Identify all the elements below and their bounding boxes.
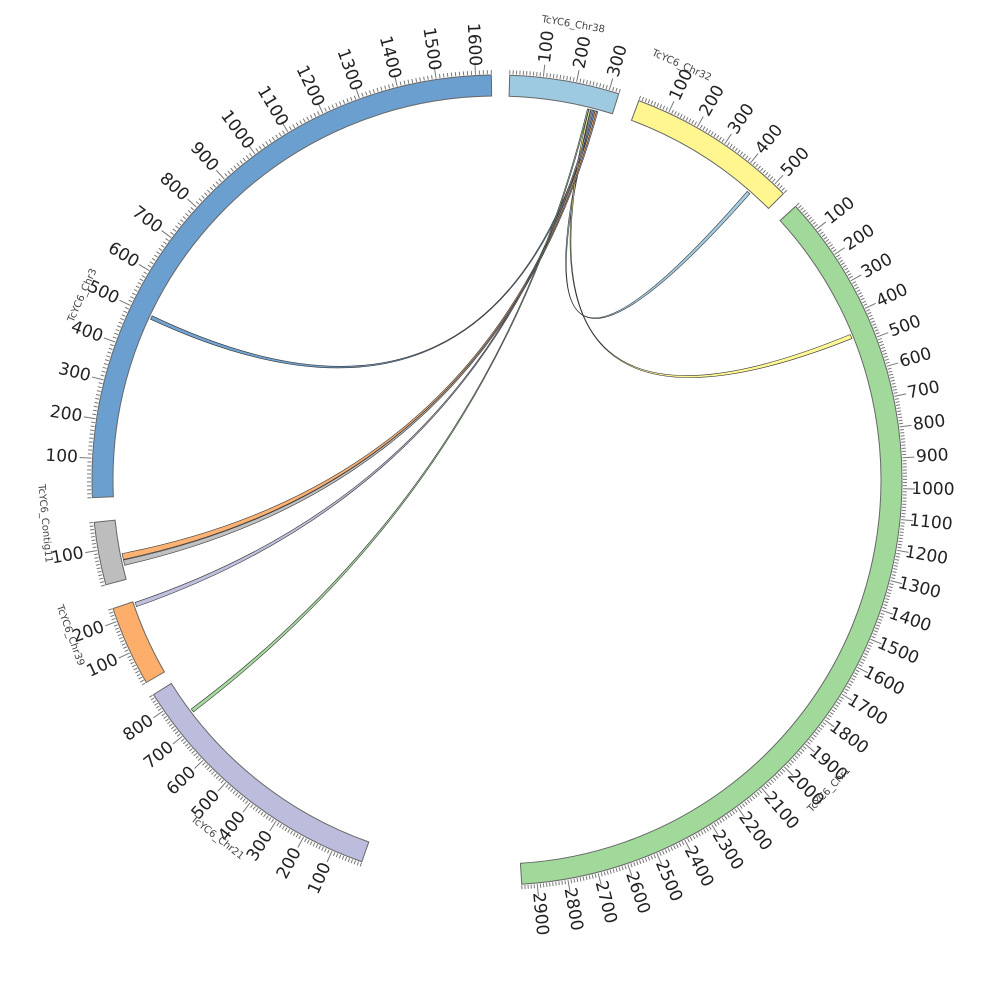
tick-label: 200	[695, 82, 728, 120]
tick-label: 200	[570, 35, 596, 71]
tick-label: 1700	[844, 690, 891, 730]
tick-label: 800	[119, 711, 157, 746]
segment-chr38	[508, 74, 620, 115]
tick-label: 2700	[591, 879, 621, 926]
chromosome-name-contig11: TcYC6_Contig11	[35, 483, 54, 564]
ticks-chr32	[638, 95, 788, 194]
ticks-contig11	[85, 521, 105, 587]
segment-contig11	[93, 519, 127, 586]
segment-chr3	[91, 74, 493, 499]
link-chr38-chr3	[150, 110, 596, 369]
tick-label: 1100	[253, 83, 292, 130]
tick-label: 800	[155, 169, 192, 206]
tick-label: 1300	[896, 573, 943, 603]
tick-label: 1300	[332, 46, 365, 93]
tick-label: 1000	[911, 479, 955, 500]
segment-chr1	[519, 205, 903, 885]
tick-label: 700	[140, 737, 178, 773]
tick-label: 100	[84, 650, 122, 682]
tick-label: 300	[724, 100, 759, 138]
ticks-chr21	[149, 694, 362, 867]
tick-label: 100	[45, 446, 78, 468]
tick-label: 900	[916, 445, 950, 467]
tick-label: 1400	[375, 34, 405, 81]
tick-label: 2900	[528, 891, 552, 936]
tick-label: 100	[821, 193, 859, 229]
tick-label: 200	[840, 220, 878, 255]
tick-label: 200	[273, 844, 306, 882]
tick-label: 300	[604, 43, 632, 80]
tick-label: 1600	[463, 22, 485, 66]
tick-label: 600	[104, 238, 142, 272]
ticks-chr3	[79, 62, 492, 499]
segment-chr32	[630, 100, 785, 210]
tick-label: 100	[304, 859, 335, 897]
tick-label: 1500	[418, 26, 444, 72]
labels-layer: 100 200 300TcYC6_Chr38100200300400500TcYC6…	[35, 14, 955, 936]
segment-chr21	[152, 682, 370, 863]
ticks-chr1	[521, 202, 915, 896]
tick-label: 1500	[874, 633, 922, 668]
tick-label: 700	[906, 377, 942, 403]
tick-label: 1200	[903, 542, 949, 569]
tick-label: 300	[858, 249, 896, 282]
tick-label: 2300	[708, 826, 748, 873]
tick-label: 2500	[651, 857, 686, 905]
tick-label: 1200	[292, 62, 329, 110]
tick-label: 600	[897, 344, 934, 372]
tick-label: 2800	[560, 886, 587, 932]
ticks-layer	[79, 62, 915, 896]
segments-layer	[91, 74, 903, 885]
link-chr38-chr39	[134, 109, 594, 608]
link-chr38-contig11	[123, 110, 599, 566]
tick-label: 400	[873, 280, 911, 312]
tick-label: 500	[886, 311, 923, 341]
ticks-chr39	[105, 608, 146, 686]
tick-label: 2100	[759, 788, 802, 834]
tick-label: 100	[535, 30, 559, 65]
tick-label: 1100	[908, 510, 953, 534]
tick-label: 2600	[621, 869, 654, 916]
tick-label: 300	[56, 359, 92, 386]
segment-chr39	[112, 601, 166, 684]
tick-label: 1600	[860, 662, 908, 700]
ticks-chr38	[509, 64, 621, 93]
tick-label: 800	[912, 411, 947, 435]
link-chr38-chr1	[569, 108, 853, 378]
tick-label: 200	[48, 402, 83, 427]
tick-label: 300	[243, 827, 277, 865]
tick-label: 900	[186, 138, 223, 175]
link-chr38-chr21	[190, 108, 590, 713]
tick-label: 2200	[734, 808, 776, 855]
tick-label: 1800	[825, 717, 872, 759]
tick-label: 1000	[216, 107, 258, 154]
tick-label: 1400	[886, 604, 933, 637]
tick-label: 400	[751, 121, 787, 159]
tick-label: 700	[128, 202, 166, 237]
links-layer	[121, 108, 853, 713]
tick-label: 100	[50, 543, 85, 568]
tick-label: 2400	[680, 843, 718, 891]
